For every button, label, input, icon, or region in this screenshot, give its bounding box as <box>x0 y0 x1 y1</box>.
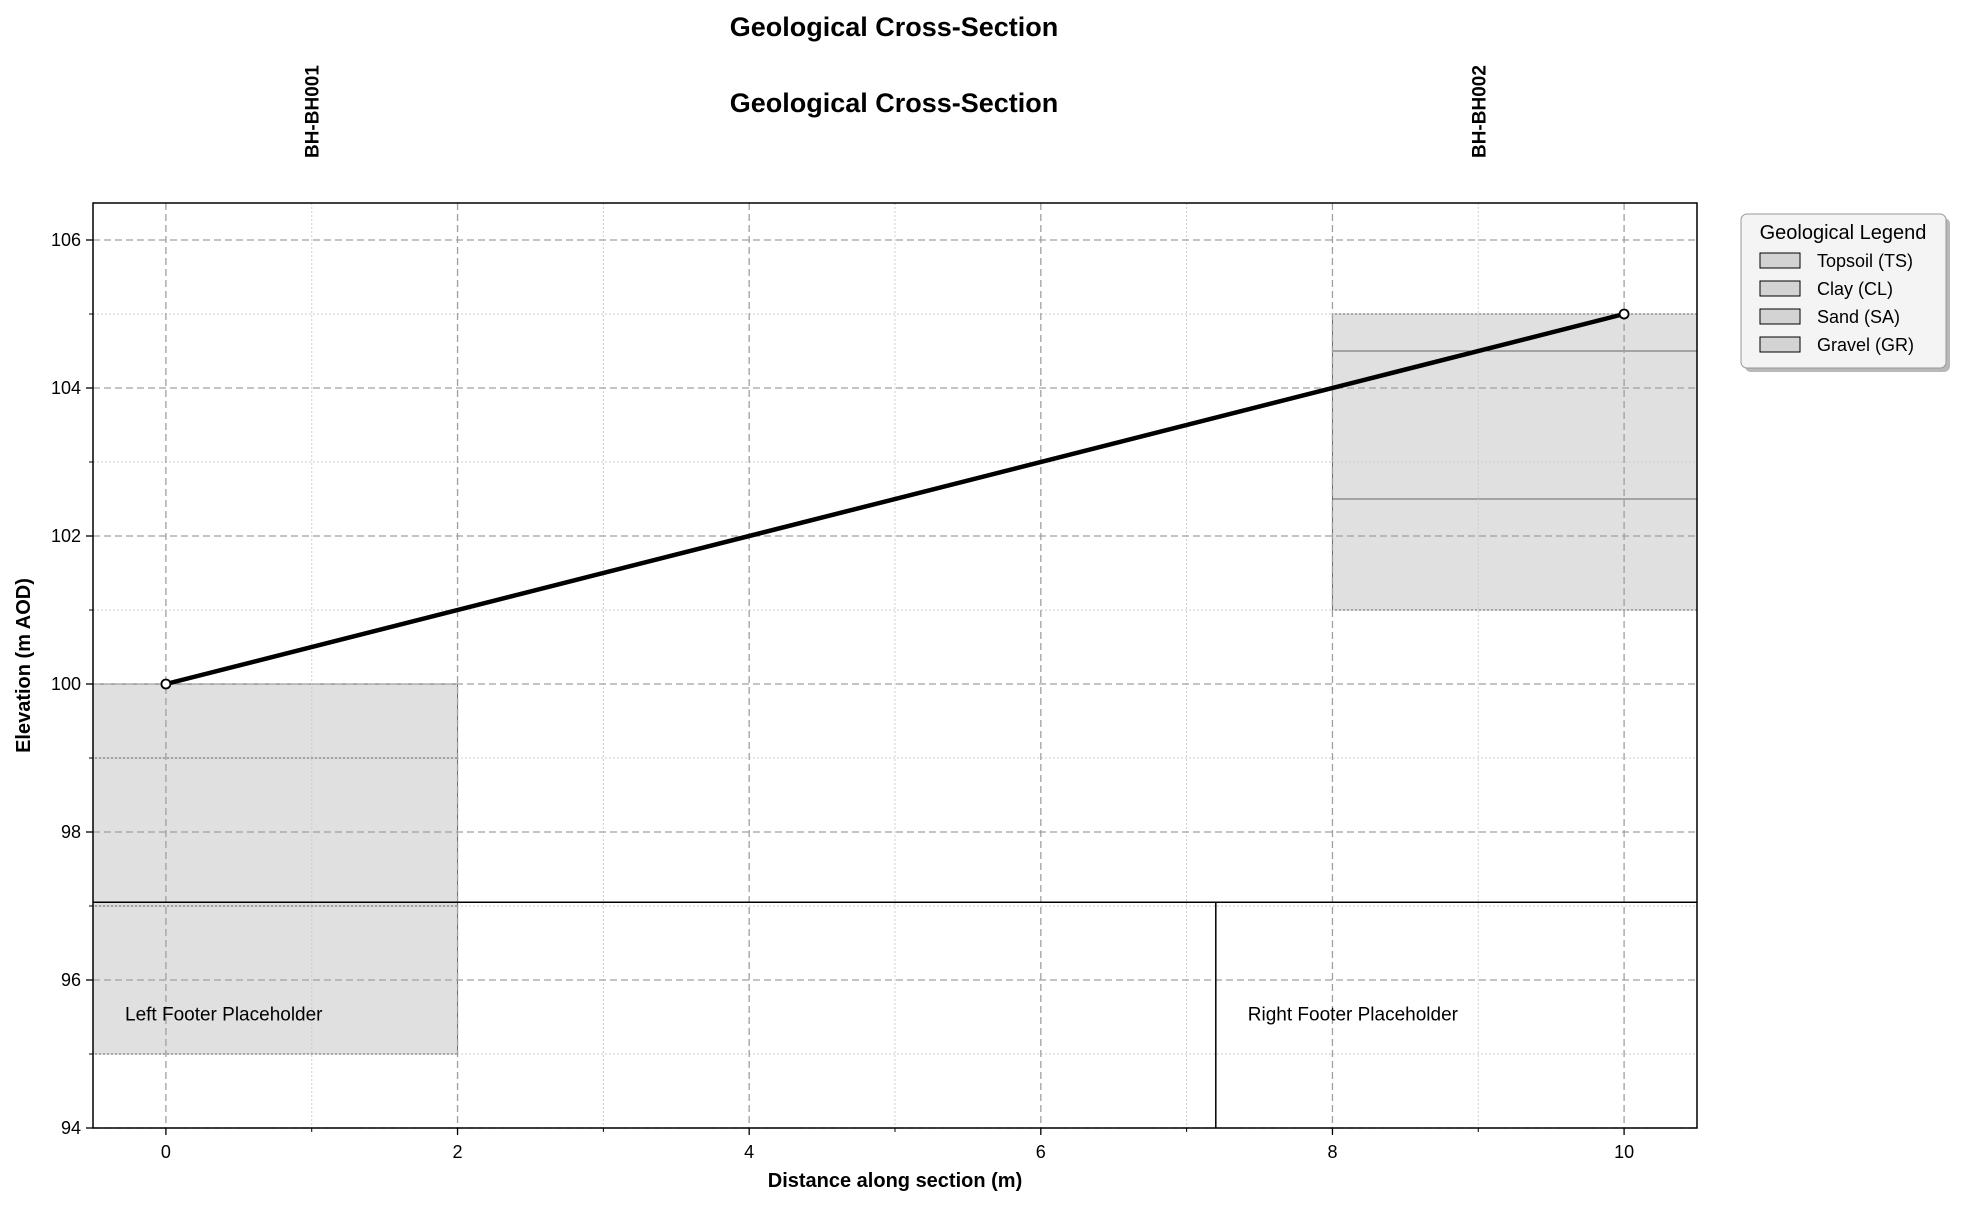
minor-grid <box>93 203 1697 1128</box>
x-tick-label-6: 6 <box>1036 1142 1046 1162</box>
legend-patch-1 <box>1759 252 1801 269</box>
borehole-labels: BH-BH001 BH-BH002 <box>303 65 1491 158</box>
borehole-BH002-layer-1 <box>1331 313 1698 352</box>
x-tick-label-10: 10 <box>1614 1142 1634 1162</box>
legend-title: Geological Legend <box>1760 222 1927 244</box>
borehole-label-1: BH-BH001 <box>303 65 324 158</box>
legend-patch-4 <box>1759 336 1801 353</box>
footer-right-text: Right Footer Placeholder <box>1248 1004 1459 1025</box>
y-tick-label-102: 102 <box>51 526 81 546</box>
y-axis-ticks: 94 96 98 100 102 104 106 <box>51 230 93 1138</box>
y-tick-label-98: 98 <box>61 822 81 842</box>
legend-label-4: Gravel (GR) <box>1817 335 1914 355</box>
x-axis-label: Distance along section (m) <box>768 1170 1023 1192</box>
x-tick-label-2: 2 <box>453 1142 463 1162</box>
y-tick-label-96: 96 <box>61 970 81 990</box>
y-tick-label-104: 104 <box>51 378 81 398</box>
x-tick-label-8: 8 <box>1327 1142 1337 1162</box>
borehole-BH002-layer-3 <box>1331 498 1698 611</box>
y-tick-label-94: 94 <box>61 1118 81 1138</box>
x-tick-label-0: 0 <box>161 1142 171 1162</box>
borehole-BH001-layer-1 <box>92 683 459 759</box>
borehole-label-2: BH-BH002 <box>1469 65 1490 158</box>
legend-label-1: Topsoil (TS) <box>1817 251 1913 271</box>
figure-title: Geological Cross-Section <box>730 12 1059 42</box>
ground-surface <box>160 308 1630 690</box>
ground-line <box>163 311 1627 687</box>
legend-label-2: Clay (CL) <box>1817 279 1893 299</box>
borehole-BH002-layer-2 <box>1331 350 1698 500</box>
y-tick-label-100: 100 <box>51 674 81 694</box>
y-axis-label: Elevation (m AOD) <box>13 578 35 753</box>
legend-patch-2 <box>1759 280 1801 297</box>
x-axis-ticks: 0 2 4 6 8 10 <box>161 1128 1634 1162</box>
y-tick-label-106: 106 <box>51 230 81 250</box>
ground-marker-2 <box>1618 308 1630 320</box>
axes-title: Geological Cross-Section <box>730 88 1059 118</box>
ground-marker-1 <box>160 678 172 690</box>
legend-patch-3 <box>1759 308 1801 325</box>
footer-left-text: Left Footer Placeholder <box>125 1004 323 1025</box>
legend-entries: Topsoil (TS) Clay (CL) Sand (SA) Gravel (GR… <box>1759 251 1914 355</box>
legend-label-3: Sand (SA) <box>1817 307 1900 327</box>
x-tick-label-4: 4 <box>744 1142 754 1162</box>
legend: Geological Legend Topsoil (TS) Clay (CL) S… <box>1740 213 1950 372</box>
footer-table: Left Footer Placeholder Right Footer Pla… <box>93 901 1697 1128</box>
